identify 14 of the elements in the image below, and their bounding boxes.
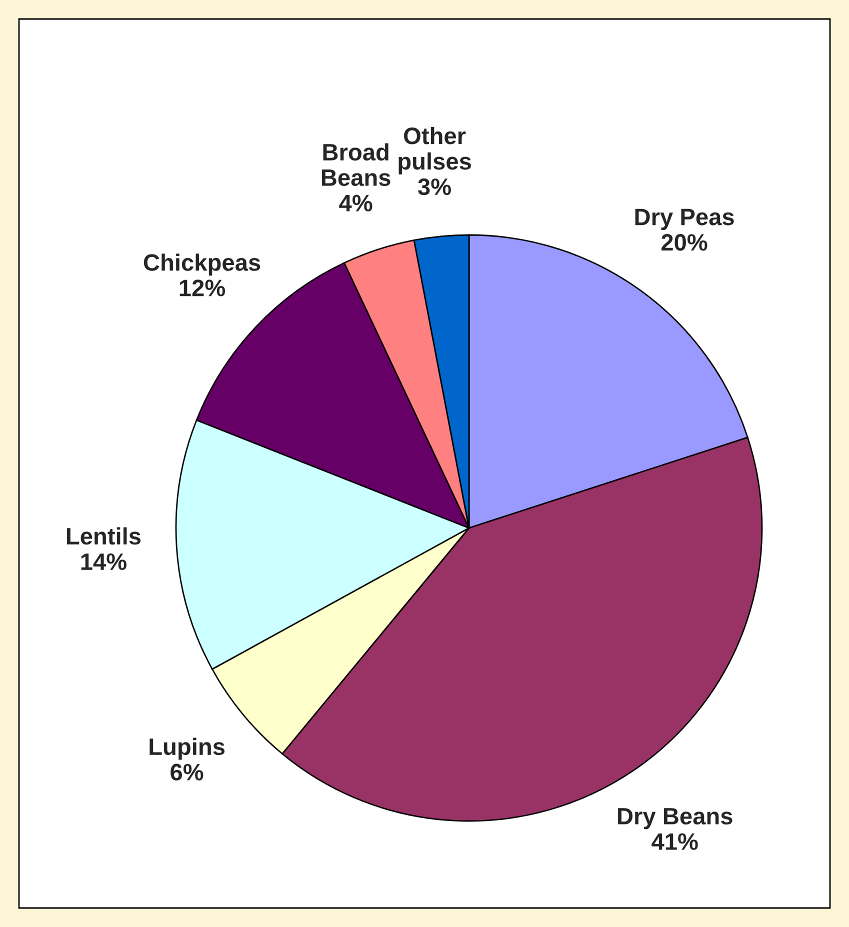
slice-label: Dry Peas: [635, 208, 734, 230]
slice-label: Broad Beans: [322, 143, 390, 186]
slice-label: Dry Beans: [618, 808, 732, 830]
slice-label: Other pulses: [398, 126, 471, 174]
data-label: 41%: [652, 833, 698, 850]
slice-label: Lupins: [150, 738, 225, 760]
slice-label: Chickpeas: [144, 254, 260, 276]
data-label: 6%: [170, 764, 204, 781]
data-label: 3%: [418, 178, 451, 196]
data-label: 4%: [339, 194, 372, 212]
data-label: 14%: [81, 553, 126, 570]
data-label: 12%: [180, 280, 226, 296]
data-label: 20%: [661, 234, 708, 251]
slice-label: Lentils: [67, 527, 141, 545]
